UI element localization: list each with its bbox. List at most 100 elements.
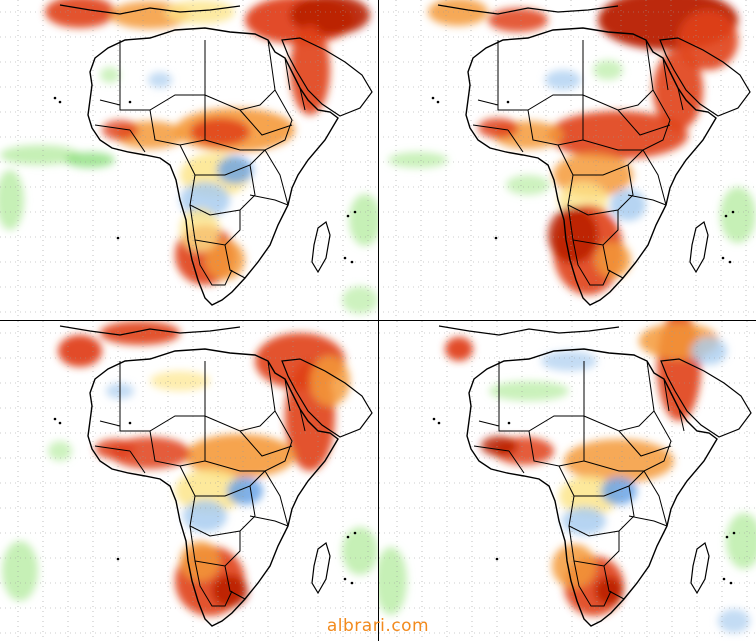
- field-blob: [342, 527, 378, 575]
- field-blob: [65, 152, 115, 168]
- panel-divider: [378, 0, 379, 640]
- field-blob: [548, 207, 598, 263]
- europe-coastline: [59, 325, 241, 336]
- country-border: [94, 420, 146, 474]
- island-marker: [507, 421, 511, 425]
- field-blob: [342, 286, 378, 314]
- country-border: [204, 89, 293, 151]
- field-blob: [190, 118, 250, 146]
- field-blob: [175, 469, 245, 513]
- lat-lon-grid: [378, 0, 756, 320]
- island-marker: [116, 557, 120, 561]
- field-blob: [678, 10, 738, 70]
- island-marker: [346, 214, 350, 218]
- island-marker: [343, 577, 347, 581]
- island-marker: [53, 96, 57, 100]
- island-marker: [353, 531, 357, 535]
- country-border: [224, 565, 246, 600]
- country-border: [239, 109, 293, 136]
- island-marker: [725, 535, 729, 539]
- madagascar-coastline: [690, 542, 710, 595]
- field-blob: [548, 111, 688, 159]
- map-canvas: [379, 321, 756, 641]
- europe-coastline: [59, 4, 241, 15]
- island-marker: [729, 581, 733, 585]
- map-panel-top-right: [378, 0, 756, 320]
- field-blob: [506, 175, 550, 195]
- map-panel-bottom-right: [378, 320, 756, 641]
- island-marker: [432, 417, 436, 421]
- field-blob: [2, 541, 38, 601]
- country-border: [567, 164, 634, 216]
- island-marker: [436, 100, 440, 104]
- coastlines: [431, 4, 751, 306]
- country-border: [249, 194, 289, 206]
- madagascar-coastline: [689, 221, 709, 274]
- island-marker: [58, 100, 62, 104]
- field-blob: [720, 187, 756, 243]
- island-marker: [58, 421, 62, 425]
- island-marker: [350, 581, 354, 585]
- country-border: [603, 565, 625, 600]
- africa-coastline: [466, 348, 718, 627]
- coastlines: [53, 325, 373, 627]
- africa-coastline: [87, 348, 339, 627]
- field-blob: [185, 434, 295, 478]
- arabia-coastline: [281, 358, 373, 438]
- island-marker: [431, 96, 435, 100]
- field-blob: [310, 356, 350, 406]
- field-blob: [552, 544, 596, 588]
- field-blob: [593, 60, 623, 80]
- country-border: [628, 515, 668, 527]
- country-border: [627, 194, 667, 206]
- island-marker: [353, 210, 357, 214]
- country-border: [568, 485, 635, 537]
- country-border: [264, 149, 289, 206]
- africa-coastline: [465, 27, 717, 306]
- field-blob: [545, 70, 581, 90]
- arabia-coastline: [281, 37, 373, 117]
- field-blob: [349, 194, 378, 246]
- arabia-coastline: [660, 358, 752, 438]
- field-blob: [227, 477, 263, 505]
- field-blob: [45, 0, 115, 28]
- arabia-coastline: [659, 37, 751, 117]
- country-border: [558, 465, 645, 497]
- field-blob: [541, 351, 597, 371]
- madagascar-coastline: [311, 221, 331, 274]
- field-blob: [183, 500, 227, 532]
- island-marker: [506, 100, 510, 104]
- island-marker: [494, 236, 498, 240]
- field-blob: [205, 240, 245, 280]
- map-canvas: [378, 0, 756, 320]
- country-border: [194, 560, 233, 607]
- field-blob: [601, 477, 637, 505]
- madagascar-coastline: [311, 542, 331, 595]
- field-blob: [481, 436, 517, 456]
- field-layer: [388, 0, 756, 295]
- field-layer: [379, 321, 756, 633]
- field-blob: [0, 145, 80, 165]
- island-marker: [495, 557, 499, 561]
- island-marker: [346, 535, 350, 539]
- map-canvas: [0, 0, 378, 320]
- island-marker: [116, 236, 120, 240]
- country-border: [284, 57, 306, 111]
- country-border: [264, 470, 289, 527]
- field-blob: [562, 507, 606, 535]
- europe-coastline: [437, 4, 619, 15]
- field-blob: [428, 0, 488, 26]
- island-marker: [343, 256, 347, 260]
- coastlines: [432, 325, 752, 627]
- country-border: [663, 378, 685, 432]
- island-marker: [128, 421, 132, 425]
- country-border: [582, 89, 671, 151]
- country-border: [642, 149, 667, 206]
- country-border: [224, 244, 246, 279]
- africa-coastline: [87, 27, 339, 306]
- country-border: [204, 360, 276, 432]
- island-marker: [728, 260, 732, 264]
- lat-lon-grid: [0, 0, 378, 320]
- island-marker: [53, 417, 57, 421]
- field-blob: [100, 67, 120, 83]
